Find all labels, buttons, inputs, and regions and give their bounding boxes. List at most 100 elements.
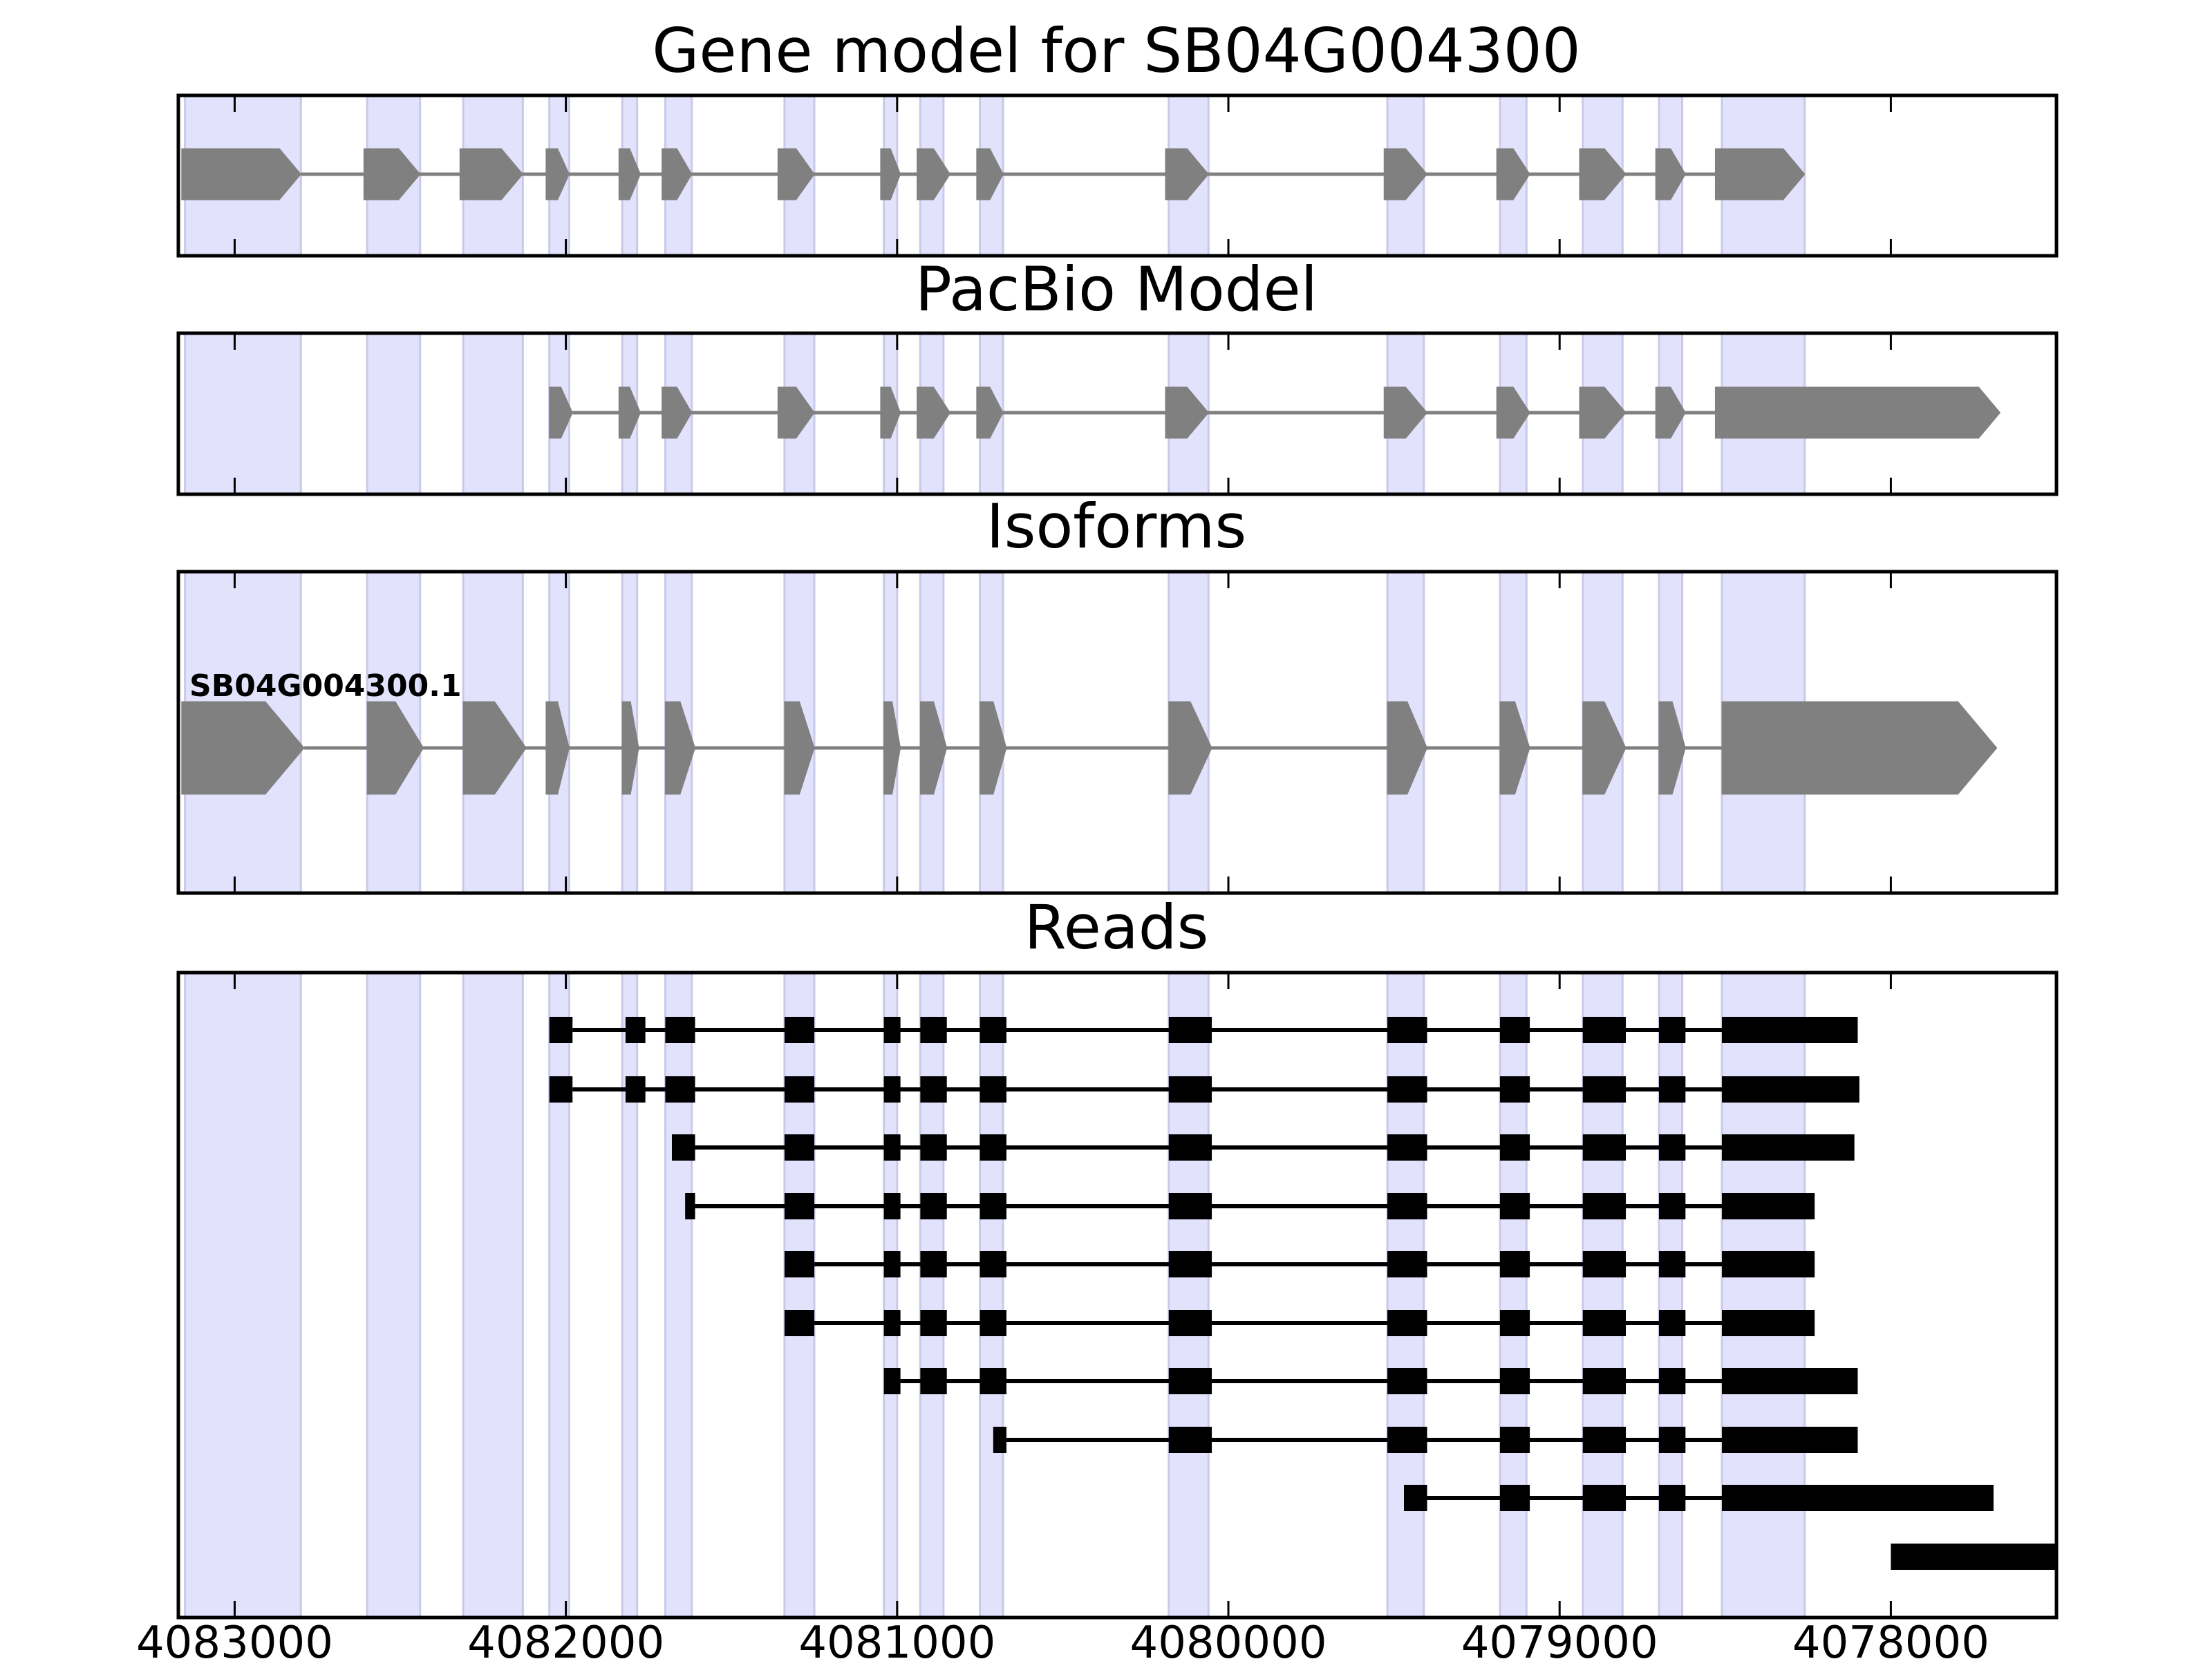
read-block: [883, 1076, 901, 1103]
exon-arrow: [880, 386, 901, 439]
read-block: [920, 1310, 947, 1336]
exon-arrow: [1499, 701, 1530, 795]
read-block: [1403, 1485, 1427, 1511]
exon-arrow: [1579, 148, 1627, 200]
read-block: [980, 1368, 1006, 1394]
highlight-region: [366, 973, 422, 1618]
read-block: [549, 1076, 573, 1103]
exon-arrow: [662, 148, 693, 200]
highlight-region: [1168, 973, 1210, 1618]
read-block: [1499, 1368, 1530, 1394]
read-block: [1168, 1251, 1212, 1277]
read-track: [784, 1310, 1815, 1336]
highlight-region: [1386, 973, 1425, 1618]
read-block: [920, 1076, 947, 1103]
read-block: [1658, 1310, 1686, 1336]
panel-0-plot: [176, 93, 2059, 258]
read-block: [1722, 1485, 1994, 1511]
read-block: [784, 1193, 815, 1219]
read-track: [685, 1193, 1815, 1219]
panel-title-reads: Reads: [1024, 892, 1209, 963]
exon-arrow: [1655, 386, 1686, 439]
read-block: [1387, 1251, 1427, 1277]
read-block: [1582, 1251, 1627, 1277]
read-block: [625, 1017, 646, 1043]
exon-arrow: [549, 386, 573, 439]
read-track: [671, 1134, 1855, 1161]
read-block: [1387, 1193, 1427, 1219]
read-block: [1168, 1017, 1212, 1043]
highlight-region: [462, 973, 524, 1618]
read-block: [1722, 1368, 1858, 1394]
read-block: [671, 1134, 695, 1161]
read-block: [1722, 1076, 1859, 1103]
exon-arrow: [181, 148, 301, 200]
read-block: [1499, 1134, 1530, 1161]
read-block: [784, 1134, 815, 1161]
exon-arrow: [618, 386, 641, 439]
read-track: [993, 1427, 1858, 1453]
exon-arrow: [1165, 148, 1209, 200]
read-track: [883, 1368, 1858, 1394]
read-block: [784, 1310, 815, 1336]
read-block: [1722, 1134, 1855, 1161]
read-block: [980, 1251, 1006, 1277]
exon-arrow: [1496, 148, 1530, 200]
highlight-region: [184, 973, 302, 1618]
read-block: [1499, 1193, 1530, 1219]
read-block: [883, 1368, 901, 1394]
highlight-region: [1499, 973, 1528, 1618]
exon-arrow: [784, 701, 815, 795]
x-tick-label: 4081000: [798, 1618, 995, 1659]
x-tick-label: 4079000: [1461, 1618, 1658, 1659]
highlight-region: [1721, 973, 1806, 1618]
exon-arrow: [366, 701, 424, 795]
read-block: [1499, 1485, 1530, 1511]
exon-arrow: [1168, 701, 1212, 795]
read-block: [1658, 1134, 1686, 1161]
exon-arrow: [1714, 148, 1806, 200]
highlight-region: [1582, 973, 1624, 1618]
exon-arrow: [917, 148, 951, 200]
x-tick-label: 4078000: [1792, 1618, 1989, 1659]
read-block: [1499, 1251, 1530, 1277]
read-block: [1582, 1076, 1627, 1103]
read-block: [1499, 1310, 1530, 1336]
highlight-region: [1658, 973, 1684, 1618]
read-block: [1168, 1193, 1212, 1219]
exon-arrow: [1496, 386, 1530, 439]
gene-track: [181, 148, 1806, 200]
isoform-label: SB04G004300.1: [189, 668, 462, 704]
panel-1-plot: [176, 331, 2059, 496]
read-block: [980, 1193, 1006, 1219]
exon-arrow: [883, 701, 901, 795]
panel-reads: Reads: [176, 892, 2059, 1620]
read-block: [1582, 1485, 1627, 1511]
read-block: [1168, 1076, 1212, 1103]
highlight-region: [979, 973, 1004, 1618]
exon-arrow: [1165, 386, 1209, 439]
read-block: [993, 1427, 1006, 1453]
panel-isoforms: Isoforms SB04G004300.1: [176, 491, 2059, 895]
exon-arrow: [1714, 386, 2001, 439]
exon-arrow: [777, 386, 815, 439]
highlight-region: [919, 973, 945, 1618]
exon-arrow: [181, 701, 305, 795]
read-block: [920, 1368, 947, 1394]
exon-arrow: [662, 386, 693, 439]
read-block: [1658, 1017, 1686, 1043]
exon-arrow: [976, 148, 1004, 200]
exon-arrow: [462, 701, 527, 795]
read-block: [883, 1193, 901, 1219]
read-block: [1387, 1368, 1427, 1394]
read-block: [1387, 1310, 1427, 1336]
read-block: [1499, 1427, 1530, 1453]
exon-arrow: [1582, 701, 1627, 795]
read-block: [685, 1193, 695, 1219]
read-track: [549, 1017, 1858, 1043]
highlight-regions: [184, 973, 1806, 1618]
read-track: [784, 1251, 1815, 1277]
read-block: [1658, 1076, 1686, 1103]
read-block: [1387, 1427, 1427, 1453]
read-block: [1387, 1017, 1427, 1043]
